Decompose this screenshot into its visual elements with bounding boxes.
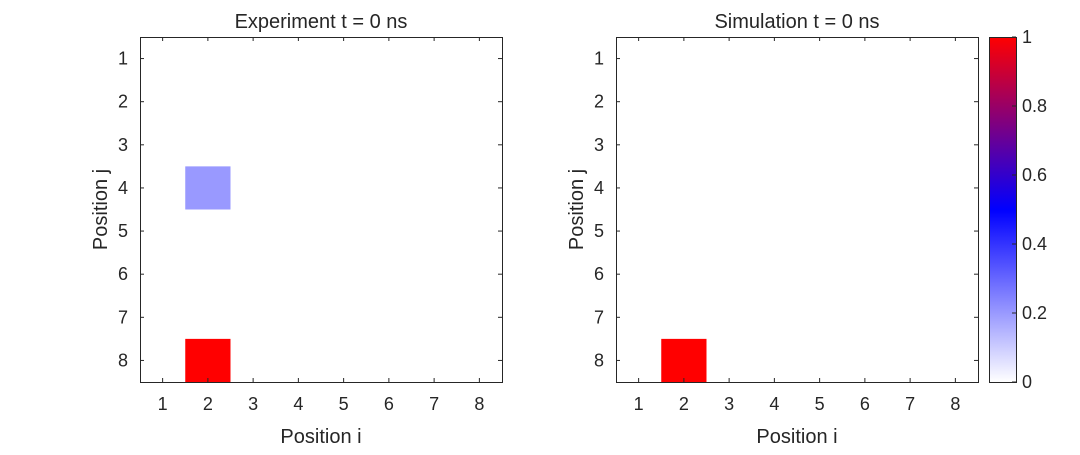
y-tick-label: 4: [118, 178, 128, 198]
y-tick-label: 5: [594, 221, 604, 241]
x-tick-label: 8: [474, 394, 484, 414]
x-axis-label: Position i: [756, 426, 837, 448]
y-tick-label: 1: [118, 49, 128, 69]
axes-box: [140, 37, 503, 383]
chart-title: Simulation t = 0 ns: [714, 11, 879, 33]
colorbar-gradient: [989, 37, 1016, 382]
y-tick-label: 4: [594, 178, 604, 198]
heatmap-cell-i2-j4: [185, 166, 231, 210]
y-tick-label: 8: [118, 350, 128, 370]
y-tick-label: 6: [594, 264, 604, 284]
colorbar-tick-label: 0: [1022, 372, 1032, 392]
colorbar-tick-label: 0.4: [1022, 234, 1047, 254]
plot-area: [616, 37, 978, 382]
panel-2: 1 2 3 4 5 6 7 8 1 2 3 4 5 6 7 8 Simulation t = 0 ns Posit…: [566, 11, 979, 448]
x-tick-label: 4: [293, 394, 303, 414]
x-tick-label: 2: [679, 394, 689, 414]
colorbar-tick-label: 1: [1022, 27, 1032, 47]
y-tick-label: 7: [118, 307, 128, 327]
x-tick-label: 5: [339, 394, 349, 414]
colorbar-tick-label: 0.2: [1022, 303, 1047, 323]
colorbar-tick-label: 0.6: [1022, 165, 1047, 185]
x-tick-label: 6: [860, 394, 870, 414]
y-tick-label: 2: [118, 92, 128, 112]
colorbar: 0 0.2 0.4 0.6 0.8 1: [989, 27, 1047, 392]
colorbar-box: [989, 37, 1017, 383]
x-tick-label: 4: [769, 394, 779, 414]
heatmap-cell-i2-j8: [661, 338, 707, 382]
y-tick-label: 5: [118, 221, 128, 241]
x-tick-label: 7: [905, 394, 915, 414]
x-tick-label: 5: [815, 394, 825, 414]
x-tick-label: 3: [724, 394, 734, 414]
x-tick-label: 8: [950, 394, 960, 414]
y-tick-label: 8: [594, 350, 604, 370]
x-axis-label: Position i: [280, 426, 361, 448]
y-tick-label: 3: [118, 135, 128, 155]
y-tick-label: 6: [118, 264, 128, 284]
x-tick-label: 1: [158, 394, 168, 414]
x-tick-label: 2: [203, 394, 213, 414]
x-tick-label: 7: [429, 394, 439, 414]
x-tick-label: 6: [384, 394, 394, 414]
axes-box: [616, 37, 979, 383]
colorbar-tick-label: 0.8: [1022, 96, 1047, 116]
y-axis-label: Position j: [90, 169, 112, 250]
y-tick-label: 2: [594, 92, 604, 112]
heatmap-cell-i2-j8: [185, 338, 231, 382]
x-tick-label: 1: [634, 394, 644, 414]
y-axis-label: Position j: [566, 169, 588, 250]
panel-1: 1 2 3 4 5 6 7 8 1 2 3 4 5 6 7 8 Experiment t = 0 ns Posit…: [90, 11, 503, 448]
chart-title: Experiment t = 0 ns: [235, 11, 408, 33]
y-tick-label: 1: [594, 49, 604, 69]
y-tick-label: 3: [594, 135, 604, 155]
x-tick-label: 3: [248, 394, 258, 414]
y-tick-label: 7: [594, 307, 604, 327]
